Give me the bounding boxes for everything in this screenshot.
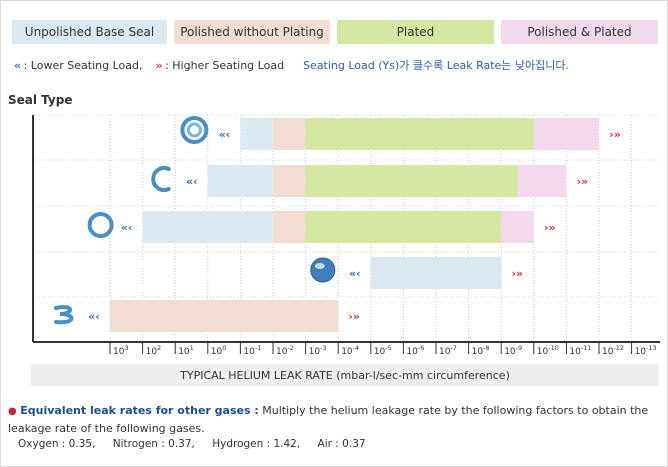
lower-load-arrow-icon: «‹ (186, 175, 198, 188)
x-tick-label: 10-3 (309, 344, 327, 357)
higher-load-arrow-icon: ›» (577, 175, 589, 188)
seating-load-legend: « : Lower Seating Load, » : Higher Seati… (14, 57, 569, 73)
x-tick-label: 102 (146, 344, 162, 357)
x-tick-label: 10-10 (537, 344, 559, 357)
higher-load-text: : Higher Seating Load (165, 59, 285, 72)
bar-segment (207, 165, 273, 197)
legend-polished-plated: Polished & Plated (501, 20, 658, 44)
legend-polished-no-plating: Polished without Plating (174, 20, 330, 44)
x-tick-label: 10-8 (472, 344, 490, 357)
x-axis-label: TYPICAL HELIUM LEAK RATE (mbar-l/sec-mm … (180, 368, 510, 382)
note-text: Multiply the helium leakage rate by the … (8, 404, 649, 435)
note-bullet-icon: ● (8, 406, 17, 417)
lower-load-arrow-icon: « (14, 59, 21, 72)
factor-oxygen: Oxygen : 0.35, (18, 438, 96, 450)
higher-load-arrow-icon: ›» (544, 221, 556, 234)
note-title: Equivalent leak rates for other gases : (20, 404, 259, 417)
bar-segment (305, 118, 534, 150)
lower-load-text: : Lower Seating Load, (23, 59, 143, 72)
x-tick-label: 10-6 (406, 344, 424, 357)
x-axis-label-bar: TYPICAL HELIUM LEAK RATE (mbar-l/sec-mm … (31, 364, 659, 386)
spring-seal-icon (54, 305, 74, 325)
bar-segment (110, 300, 339, 332)
y-axis-label: Seal Type (8, 93, 73, 107)
x-tick-label: 10-4 (341, 344, 359, 357)
lower-load-arrow-icon: «‹ (219, 128, 231, 141)
gas-factor-list: Oxygen : 0.35, Nitrogen : 0.37, Hydrogen… (18, 438, 380, 450)
factor-nitrogen: Nitrogen : 0.37, (112, 438, 195, 450)
x-tick-label: 10-1 (243, 344, 261, 357)
higher-load-arrow-icon: » (155, 59, 162, 72)
bar-segment (533, 118, 599, 150)
x-tick-label: 10-11 (569, 344, 591, 357)
bar-segment (370, 257, 502, 289)
x-tick-label: 100 (211, 344, 227, 357)
bar-segment (305, 165, 518, 197)
lower-load-arrow-icon: «‹ (121, 221, 133, 234)
x-tick-label: 10-12 (602, 344, 624, 357)
x-tick-label: 10-5 (374, 344, 392, 357)
gas-factor-note: ● Equivalent leak rates for other gases … (8, 402, 663, 437)
bar-segment (305, 211, 502, 243)
legend-polished-no-plating-label: Polished without Plating (180, 25, 324, 39)
legend-polished-plated-label: Polished & Plated (527, 25, 632, 39)
bar-segment (517, 165, 567, 197)
x-tick-label: 10-13 (635, 344, 657, 357)
legend-plated: Plated (337, 20, 494, 44)
x-tick-label: 103 (113, 344, 129, 357)
bar-segment (273, 118, 306, 150)
higher-load-arrow-icon: ›» (609, 128, 621, 141)
c-ring-seal-icon (151, 166, 171, 192)
x-tick-label: 10-7 (439, 344, 457, 357)
bar-segment (240, 118, 273, 150)
bar-segment (501, 211, 534, 243)
x-tick-label: 101 (178, 344, 194, 357)
higher-load-arrow-icon: ›» (348, 310, 360, 323)
bar-segment (273, 211, 306, 243)
solid-ball-seal-icon (310, 257, 336, 283)
legend-unpolished: Unpolished Base Seal (12, 20, 167, 44)
legend-unpolished-label: Unpolished Base Seal (24, 25, 155, 39)
legend-plated-label: Plated (396, 25, 435, 39)
seating-load-note: Seating Load (Ys)가 클수록 Leak Rate는 낮아집니다. (303, 59, 570, 72)
factor-hydrogen: Hydrogen : 1.42, (212, 438, 301, 450)
lower-load-arrow-icon: «‹ (349, 267, 361, 280)
higher-load-arrow-icon: ›» (511, 267, 523, 280)
x-tick-label: 10-2 (276, 344, 294, 357)
bar-segment (142, 211, 273, 243)
bar-segment (273, 165, 306, 197)
o-ring-seal-icon (87, 212, 114, 238)
x-tick-label: 10-9 (504, 344, 522, 357)
lower-load-arrow-icon: «‹ (88, 310, 100, 323)
double-ring-seal-icon (180, 116, 209, 144)
factor-air: Air : 0.37 (317, 438, 366, 450)
